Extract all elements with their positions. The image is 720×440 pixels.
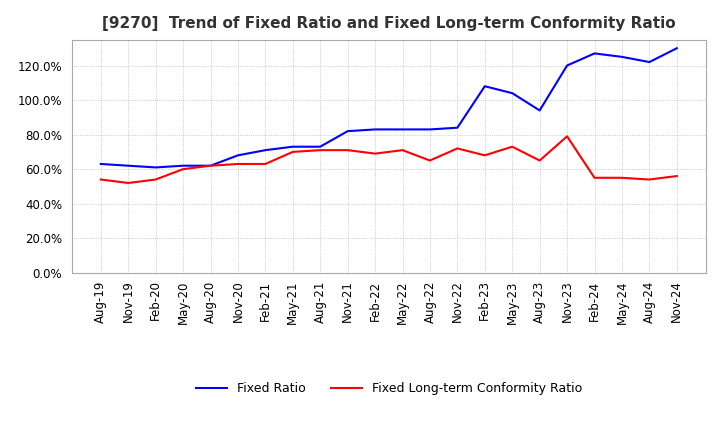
Fixed Long-term Conformity Ratio xyxy=(289,149,297,154)
Fixed Ratio xyxy=(261,147,270,153)
Fixed Ratio xyxy=(233,153,242,158)
Fixed Long-term Conformity Ratio xyxy=(124,180,132,186)
Fixed Long-term Conformity Ratio xyxy=(480,153,489,158)
Fixed Long-term Conformity Ratio xyxy=(563,134,572,139)
Fixed Long-term Conformity Ratio xyxy=(179,166,187,172)
Fixed Ratio xyxy=(206,163,215,169)
Fixed Long-term Conformity Ratio xyxy=(590,175,599,180)
Fixed Long-term Conformity Ratio xyxy=(536,158,544,163)
Fixed Ratio xyxy=(316,144,325,149)
Fixed Ratio xyxy=(426,127,434,132)
Fixed Ratio xyxy=(398,127,407,132)
Line: Fixed Ratio: Fixed Ratio xyxy=(101,48,677,168)
Fixed Ratio xyxy=(289,144,297,149)
Fixed Long-term Conformity Ratio xyxy=(261,161,270,167)
Fixed Ratio xyxy=(453,125,462,130)
Line: Fixed Long-term Conformity Ratio: Fixed Long-term Conformity Ratio xyxy=(101,136,677,183)
Fixed Ratio xyxy=(563,63,572,68)
Fixed Long-term Conformity Ratio xyxy=(618,175,626,180)
Fixed Ratio xyxy=(508,91,516,96)
Fixed Ratio xyxy=(618,54,626,59)
Fixed Ratio xyxy=(179,163,187,169)
Fixed Long-term Conformity Ratio xyxy=(645,177,654,182)
Fixed Ratio xyxy=(645,59,654,65)
Fixed Long-term Conformity Ratio xyxy=(233,161,242,167)
Fixed Ratio xyxy=(480,84,489,89)
Fixed Ratio xyxy=(343,128,352,134)
Fixed Long-term Conformity Ratio xyxy=(508,144,516,149)
Fixed Ratio xyxy=(672,46,681,51)
Fixed Long-term Conformity Ratio xyxy=(371,151,379,156)
Fixed Ratio xyxy=(151,165,160,170)
Fixed Long-term Conformity Ratio xyxy=(206,163,215,169)
Fixed Long-term Conformity Ratio xyxy=(343,147,352,153)
Fixed Ratio xyxy=(124,163,132,169)
Fixed Long-term Conformity Ratio xyxy=(453,146,462,151)
Fixed Long-term Conformity Ratio xyxy=(316,147,325,153)
Fixed Long-term Conformity Ratio xyxy=(96,177,105,182)
Legend: Fixed Ratio, Fixed Long-term Conformity Ratio: Fixed Ratio, Fixed Long-term Conformity … xyxy=(191,377,587,400)
Fixed Long-term Conformity Ratio xyxy=(672,173,681,179)
Fixed Long-term Conformity Ratio xyxy=(398,147,407,153)
Title: [9270]  Trend of Fixed Ratio and Fixed Long-term Conformity Ratio: [9270] Trend of Fixed Ratio and Fixed Lo… xyxy=(102,16,675,32)
Fixed Ratio xyxy=(536,108,544,113)
Fixed Ratio xyxy=(590,51,599,56)
Fixed Ratio xyxy=(371,127,379,132)
Fixed Long-term Conformity Ratio xyxy=(151,177,160,182)
Fixed Long-term Conformity Ratio xyxy=(426,158,434,163)
Fixed Ratio xyxy=(96,161,105,167)
